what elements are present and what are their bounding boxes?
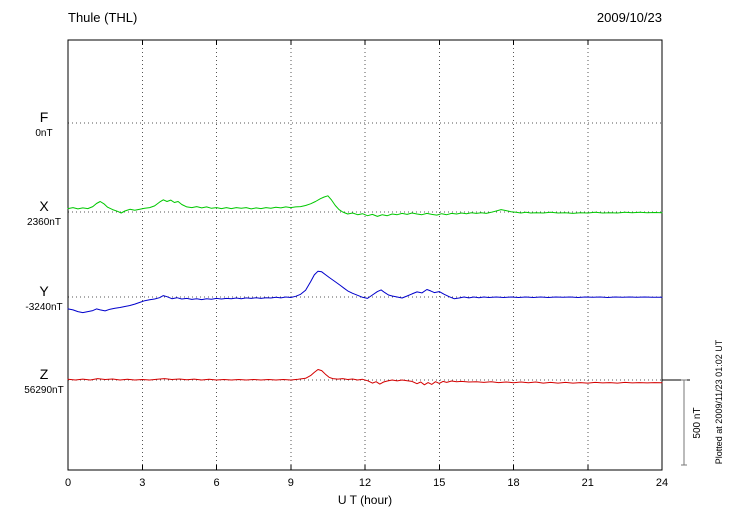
- x-tick-label: 0: [65, 477, 71, 489]
- station-title: Thule (THL): [68, 10, 137, 25]
- x-tick-label: 3: [139, 477, 145, 489]
- series-Y: [67, 270, 663, 314]
- x-tick-label: 18: [507, 477, 519, 489]
- component-baseline-F: 0nT: [35, 128, 52, 139]
- x-tick-label: 12: [359, 477, 371, 489]
- component-baseline-Z: 56290nT: [24, 385, 63, 396]
- component-baseline-X: 2360nT: [27, 217, 61, 228]
- component-label-X: X: [39, 198, 49, 214]
- component-baseline-Y: -3240nT: [25, 302, 62, 313]
- axis-ticks: [141, 40, 589, 470]
- component-label-Y: Y: [39, 283, 49, 299]
- plot-date: 2009/10/23: [597, 10, 662, 25]
- component-label-Z: Z: [40, 366, 49, 382]
- x-axis-label: U T (hour): [338, 493, 392, 507]
- series-Z: [67, 369, 663, 386]
- scale-bar: [662, 379, 690, 466]
- plotted-at-note: Plotted at 2009/11/23 01:02 UT: [714, 339, 724, 464]
- x-tick-label: 21: [582, 477, 594, 489]
- component-label-F: F: [40, 109, 49, 125]
- x-tick-label: 9: [288, 477, 294, 489]
- x-gridlines: [141, 40, 589, 470]
- x-tick-labels: 0 3 6 9 12 15 18 21 24: [65, 477, 668, 489]
- scale-bar-label: 500 nT: [692, 407, 703, 438]
- x-tick-label: 15: [433, 477, 445, 489]
- x-tick-label: 24: [656, 477, 668, 489]
- x-tick-label: 6: [213, 477, 219, 489]
- baselines: [68, 122, 662, 381]
- series-X: [67, 195, 663, 217]
